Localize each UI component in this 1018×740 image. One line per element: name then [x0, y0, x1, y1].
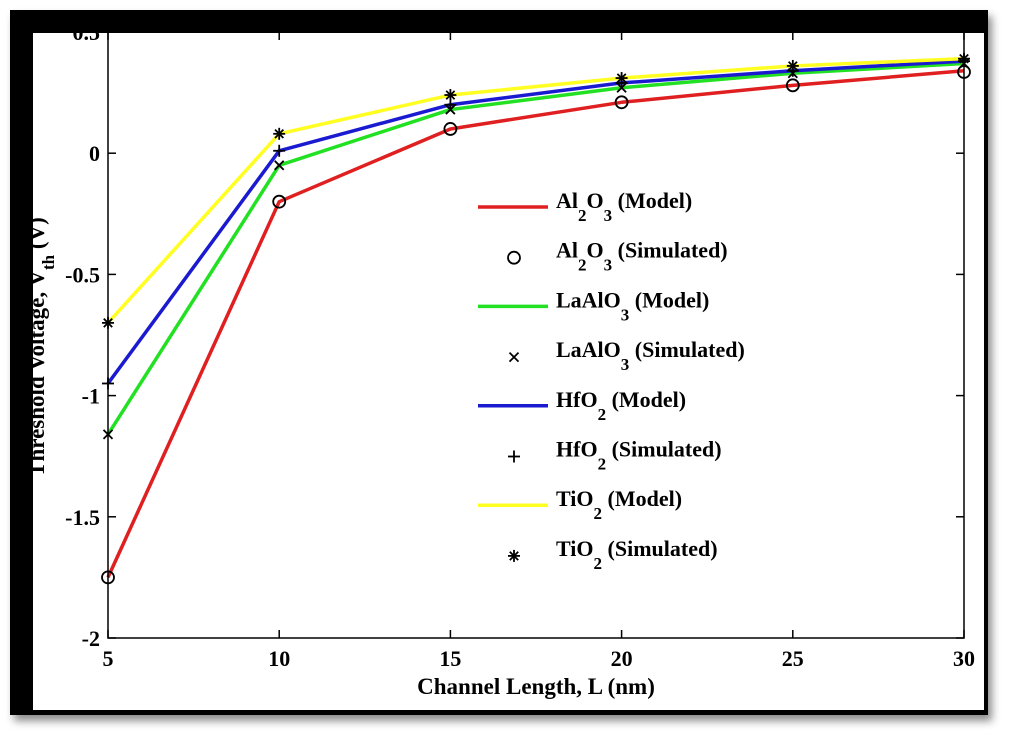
- x-tick-label: 15: [439, 646, 461, 671]
- figure-frame: [10, 10, 988, 715]
- y-tick-label: -0.5: [65, 262, 100, 287]
- legend-item-hfo2-simulated: HfO2 (Simulated): [508, 437, 722, 474]
- y-axis-title-unit: (V): [24, 217, 49, 249]
- legend-item-tio2-model: TiO2 (Model): [478, 486, 682, 523]
- legend-label: TiO2 (Model): [556, 486, 682, 523]
- x-tick-label: 20: [611, 646, 633, 671]
- series-line-hfo2-model: [106, 59, 965, 385]
- axis-ticks: [107, 31, 965, 639]
- marker-al2o3-simulated: [272, 194, 287, 209]
- x-tick-label: 5: [103, 646, 114, 671]
- legend-label: HfO2 (Model): [556, 387, 686, 424]
- legend-label: HfO2 (Simulated): [556, 437, 722, 474]
- x-tick-label: 25: [782, 646, 804, 671]
- legend-label: Al2O3 (Model): [556, 188, 692, 225]
- x-tick-label: 10: [268, 646, 290, 671]
- legend-swatch: [508, 450, 520, 463]
- figure-panel: [33, 33, 984, 710]
- y-tick-label: 0: [89, 141, 100, 166]
- axis-tick-labels: 5 10 15 20 25 30 0.5 0 -0.5 -1 -1.5 -2: [65, 20, 975, 671]
- plot-area-border: [107, 31, 965, 639]
- legend: Al2O3 (Model) Al2O3 (Simulated) LaAlO3 (Mo…: [478, 188, 745, 573]
- y-axis-title: Threshold Voltage, Vth (V): [24, 217, 58, 477]
- legend-label: TiO2 (Simulated): [556, 536, 718, 573]
- legend-label: LaAlO3 (Simulated): [556, 337, 745, 374]
- marker-hfo2-simulated: [273, 144, 286, 157]
- series-line-laalo3-model: [106, 61, 965, 436]
- y-axis-title-subscript: th: [39, 254, 58, 270]
- legend-item-hfo2-model: HfO2 (Model): [478, 387, 686, 424]
- marker-al2o3-simulated: [443, 122, 458, 136]
- marker-tio2-simulated: [786, 59, 799, 72]
- marker-laalo3-simulated: [274, 160, 285, 171]
- series-line-tio2-model: [106, 56, 965, 325]
- series-line-al2o3-model: [106, 69, 965, 579]
- marker-al2o3-simulated: [614, 95, 629, 110]
- legend-item-laalo3-simulated: LaAlO3 (Simulated): [508, 337, 745, 374]
- y-tick-label: -2: [82, 626, 100, 651]
- legend-swatch: [508, 549, 520, 562]
- legend-swatch: [507, 250, 521, 265]
- marker-tio2-simulated: [273, 127, 286, 140]
- legend-item-laalo3-model: LaAlO3 (Model): [478, 287, 709, 324]
- y-tick-label: -1.5: [65, 505, 100, 530]
- marker-tio2-simulated: [444, 89, 457, 102]
- x-tick-label: 30: [953, 646, 975, 671]
- y-tick-label: 0.5: [73, 20, 101, 45]
- legend-item-al2o3-simulated: Al2O3 (Simulated): [507, 238, 728, 275]
- y-tick-label: -1: [82, 384, 100, 409]
- marker-al2o3-simulated: [785, 78, 800, 93]
- legend-item-al2o3-model: Al2O3 (Model): [478, 188, 692, 225]
- legend-swatch: [508, 351, 520, 363]
- x-axis-title: Channel Length, L (nm): [417, 674, 655, 699]
- marker-tio2-simulated: [615, 72, 628, 85]
- series-lines: [106, 56, 965, 579]
- legend-label: Al2O3 (Simulated): [556, 238, 728, 275]
- legend-label: LaAlO3 (Model): [556, 287, 709, 324]
- y-axis-title-main: Threshold Voltage, V: [24, 270, 49, 477]
- legend-item-tio2-simulated: TiO2 (Simulated): [508, 536, 718, 573]
